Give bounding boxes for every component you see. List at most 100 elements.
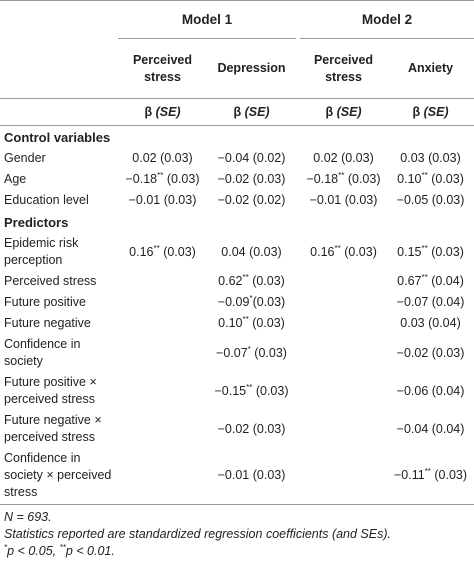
cell: −0.04 (0.02) — [217, 151, 286, 165]
column-header: Perceived stress — [300, 39, 388, 99]
cell: −0.02 (0.03) — [217, 172, 286, 186]
cell: 0.15** (0.03) — [397, 243, 464, 259]
row-label: Future positive — [4, 295, 86, 309]
cell: −0.01 (0.03) — [309, 193, 378, 207]
cell: 0.04 (0.03) — [221, 244, 282, 259]
cell — [118, 372, 207, 410]
stat-header: β (SE) — [300, 99, 388, 126]
row-label: Future negative — [4, 316, 91, 330]
data-row: Gender 0.02 (0.03) −0.04 (0.02) 0.02 (0.03)… — [0, 148, 474, 169]
cell: −0.02 (0.02) — [217, 193, 286, 207]
cell — [300, 292, 387, 313]
row-label: Confidence in society × perceived stress — [0, 448, 118, 505]
cell: −0.04 (0.04) — [396, 421, 465, 436]
cell — [300, 410, 387, 448]
cell: −0.06 (0.04) — [396, 383, 465, 398]
data-row: Future positive × perceived stress −0.15*… — [0, 372, 474, 410]
cell: −0.09*(0.03) — [217, 293, 286, 309]
se: (SE) — [155, 105, 181, 119]
cell: −0.05 (0.03) — [396, 193, 465, 207]
column-header-row: Perceived stress Depression Perceived stre… — [0, 39, 474, 99]
data-row: Age −0.18** (0.03) −0.02 (0.03) −0.18** (0.… — [0, 169, 474, 190]
cell: 0.16** (0.03) — [310, 243, 377, 259]
note: *p < 0.05, **p < 0.01. — [4, 542, 115, 558]
data-row: Confidence in society × perceived stress… — [0, 448, 474, 505]
cell: 0.02 (0.03) — [132, 151, 193, 165]
stat-header-row: β (SE) β (SE) β (SE) β (SE) — [0, 99, 474, 126]
cell: 0.62** (0.03) — [218, 272, 285, 288]
se: (SE) — [336, 105, 362, 119]
cell: −0.11** (0.03) — [387, 448, 474, 505]
se: (SE) — [423, 105, 449, 119]
se: (SE) — [244, 105, 270, 119]
section-row: Predictors — [0, 211, 474, 233]
cell: −0.02 (0.03) — [396, 345, 465, 360]
cell: −0.15** (0.03) — [214, 382, 289, 398]
data-row: Perceived stress 0.62** (0.03) 0.67** (0.0… — [0, 271, 474, 292]
cell: −0.01 (0.03) — [207, 448, 297, 505]
table-body: Control variables Gender 0.02 (0.03) −0.04 … — [0, 126, 474, 505]
cell: 0.03 (0.03) — [400, 151, 461, 165]
cell — [118, 271, 207, 292]
stat-header: β (SE) — [207, 99, 297, 126]
column-header: Perceived stress — [118, 39, 207, 99]
table-notes: N = 693. Statistics reported are standard… — [0, 505, 474, 560]
cell: 0.16** (0.03) — [129, 243, 196, 259]
cell: −0.02 (0.03) — [217, 421, 286, 436]
cell — [118, 448, 207, 505]
row-label: Perceived stress — [4, 274, 97, 288]
blank — [0, 99, 118, 126]
row-label: Education level — [4, 193, 89, 207]
cell: 0.10** (0.03) — [218, 314, 285, 330]
group-header-row: Model 1 Model 2 — [0, 1, 474, 39]
row-label: Future negative × perceived stress — [4, 413, 102, 444]
cell: 0.02 (0.03) — [313, 151, 374, 165]
data-row: Confidence in society −0.07* (0.03) −0.02 … — [0, 334, 474, 372]
cell — [300, 271, 387, 292]
beta: β — [412, 105, 421, 119]
gap — [296, 39, 301, 99]
data-row: Education level −0.01 (0.03) −0.02 (0.02) −… — [0, 190, 474, 211]
cell — [118, 334, 207, 372]
cell — [300, 313, 387, 334]
column-header: Depression — [207, 39, 297, 99]
cell — [118, 410, 207, 448]
note: N = 693. — [4, 510, 52, 524]
section-title: Control variables — [4, 129, 111, 145]
stat-header: β (SE) — [387, 99, 474, 126]
row-label: Epidemic risk perception — [4, 236, 79, 267]
gap — [296, 99, 301, 126]
beta: β — [144, 105, 153, 119]
row-label: Age — [4, 172, 27, 186]
cell — [300, 448, 388, 505]
cell: −0.18** (0.03) — [125, 170, 200, 186]
cell — [300, 334, 387, 372]
data-row: Epidemic risk perception 0.16** (0.03) 0.0… — [0, 233, 474, 271]
data-row: Future negative × perceived stress −0.02 … — [0, 410, 474, 448]
stat-header: β (SE) — [118, 99, 207, 126]
cell: −0.07 (0.04) — [396, 295, 465, 309]
cell: 0.67** (0.04) — [397, 272, 464, 288]
regression-table: Model 1 Model 2 Perceived stress Depressi… — [0, 0, 474, 505]
row-label: Confidence in society — [4, 337, 81, 368]
note: Statistics reported are standardized reg… — [4, 527, 391, 541]
group-header: Model 1 — [118, 1, 297, 39]
cell — [118, 313, 207, 334]
data-row: Future negative 0.10** (0.03) 0.03 (0.04) — [0, 313, 474, 334]
beta: β — [325, 105, 334, 119]
row-label: Future positive × perceived stress — [4, 375, 97, 406]
cell: 0.03 (0.04) — [400, 316, 461, 330]
beta: β — [233, 105, 242, 119]
row-label: Gender — [4, 151, 46, 165]
cell: 0.10** (0.03) — [397, 170, 464, 186]
data-row: Future positive −0.09*(0.03) −0.07 (0.04) — [0, 292, 474, 313]
cell — [300, 372, 387, 410]
cell: −0.18** (0.03) — [306, 170, 381, 186]
section-title: Predictors — [4, 214, 69, 230]
section-row: Control variables — [0, 126, 474, 148]
cell: −0.01 (0.03) — [128, 193, 197, 207]
cell — [118, 292, 207, 313]
column-header: Anxiety — [387, 39, 474, 99]
cell: −0.07* (0.03) — [216, 344, 287, 360]
